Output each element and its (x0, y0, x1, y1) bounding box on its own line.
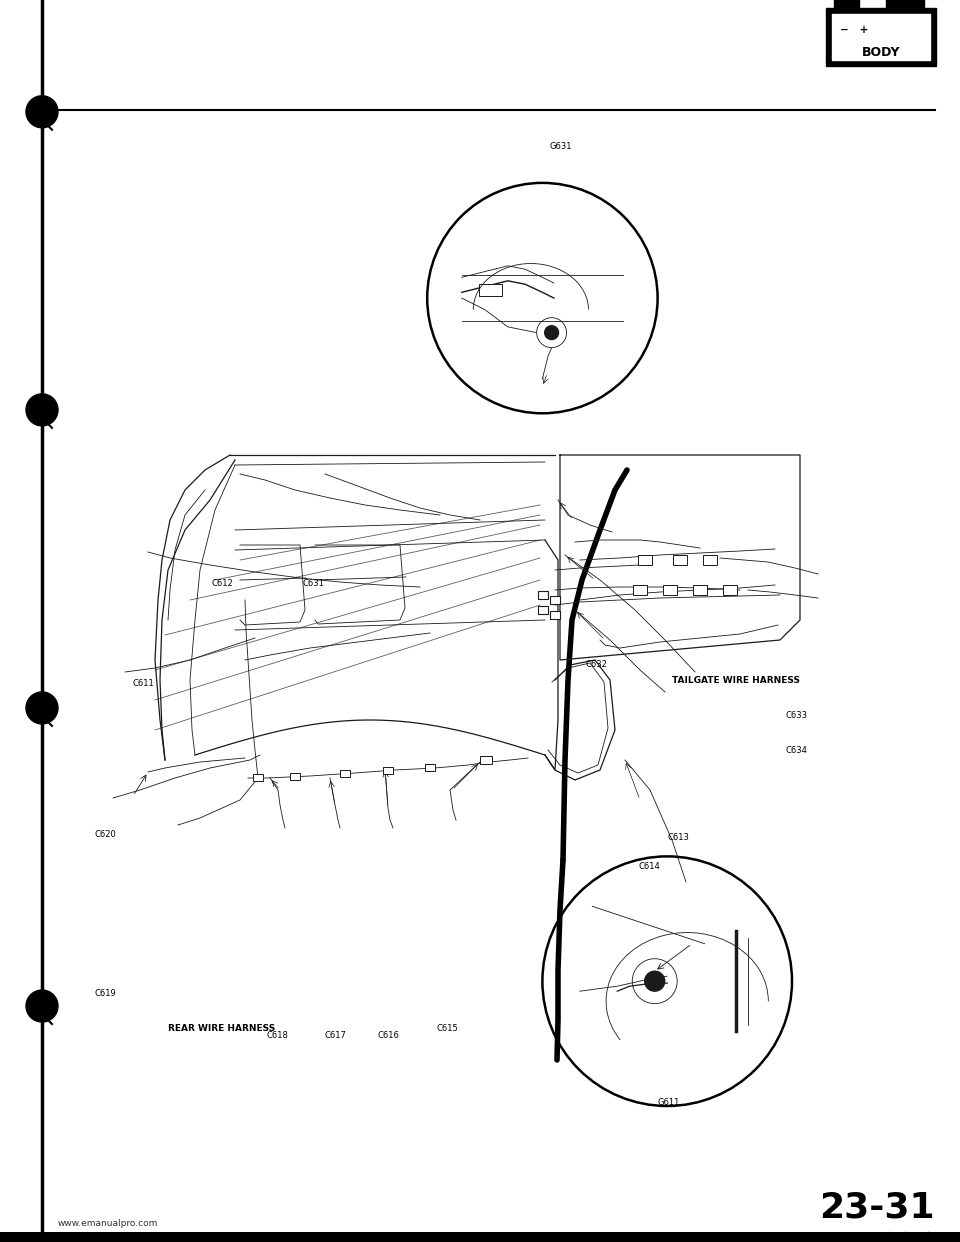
Text: C634: C634 (785, 745, 807, 755)
Bar (383, 768, 393, 774)
Text: C619: C619 (94, 989, 116, 999)
Bar (673, 555, 687, 565)
Circle shape (645, 971, 664, 991)
Text: C617: C617 (324, 1031, 347, 1041)
Text: C613: C613 (667, 832, 689, 842)
Text: BODY: BODY (862, 46, 900, 58)
Text: 23-31: 23-31 (820, 1191, 935, 1225)
Text: www.emanualpro.com: www.emanualpro.com (58, 1218, 158, 1228)
Text: C620: C620 (94, 830, 116, 840)
Text: TAILGATE WIRE HARNESS: TAILGATE WIRE HARNESS (672, 676, 800, 686)
Bar (633, 585, 647, 595)
Circle shape (26, 96, 58, 128)
Circle shape (26, 990, 58, 1022)
Bar (693, 585, 707, 595)
Bar (538, 591, 548, 599)
Text: C612: C612 (211, 579, 233, 589)
Text: G631: G631 (549, 142, 571, 152)
Bar (723, 585, 737, 595)
Bar (886, 0, 924, 7)
Circle shape (26, 394, 58, 426)
Text: C632: C632 (586, 660, 608, 669)
Bar (638, 555, 652, 565)
Text: C618: C618 (267, 1031, 289, 1041)
Text: carmanualsonline.info: carmanualsonline.info (850, 1231, 935, 1240)
Text: C631: C631 (302, 579, 324, 589)
Text: C633: C633 (785, 710, 807, 720)
Bar (663, 585, 677, 595)
Bar (826, 7, 936, 66)
Circle shape (26, 692, 58, 724)
Text: C616: C616 (377, 1031, 399, 1041)
Bar (0, 1232, 960, 1242)
Bar (703, 555, 717, 565)
Bar (550, 596, 560, 604)
Text: C615: C615 (437, 1023, 459, 1033)
Bar (479, 284, 502, 296)
Bar (832, 14, 930, 60)
Bar (550, 611, 560, 619)
Bar (425, 764, 435, 771)
Bar (834, 0, 859, 7)
Text: REAR WIRE HARNESS: REAR WIRE HARNESS (168, 1023, 276, 1033)
Circle shape (544, 325, 559, 339)
Bar (290, 773, 300, 780)
Text: C614: C614 (638, 862, 660, 872)
Bar (253, 774, 263, 781)
Bar (480, 756, 492, 764)
Text: C611: C611 (132, 678, 155, 688)
Text: G611: G611 (658, 1098, 680, 1108)
Text: −   +: − + (840, 25, 868, 35)
Bar (538, 606, 548, 614)
Bar (340, 770, 350, 777)
